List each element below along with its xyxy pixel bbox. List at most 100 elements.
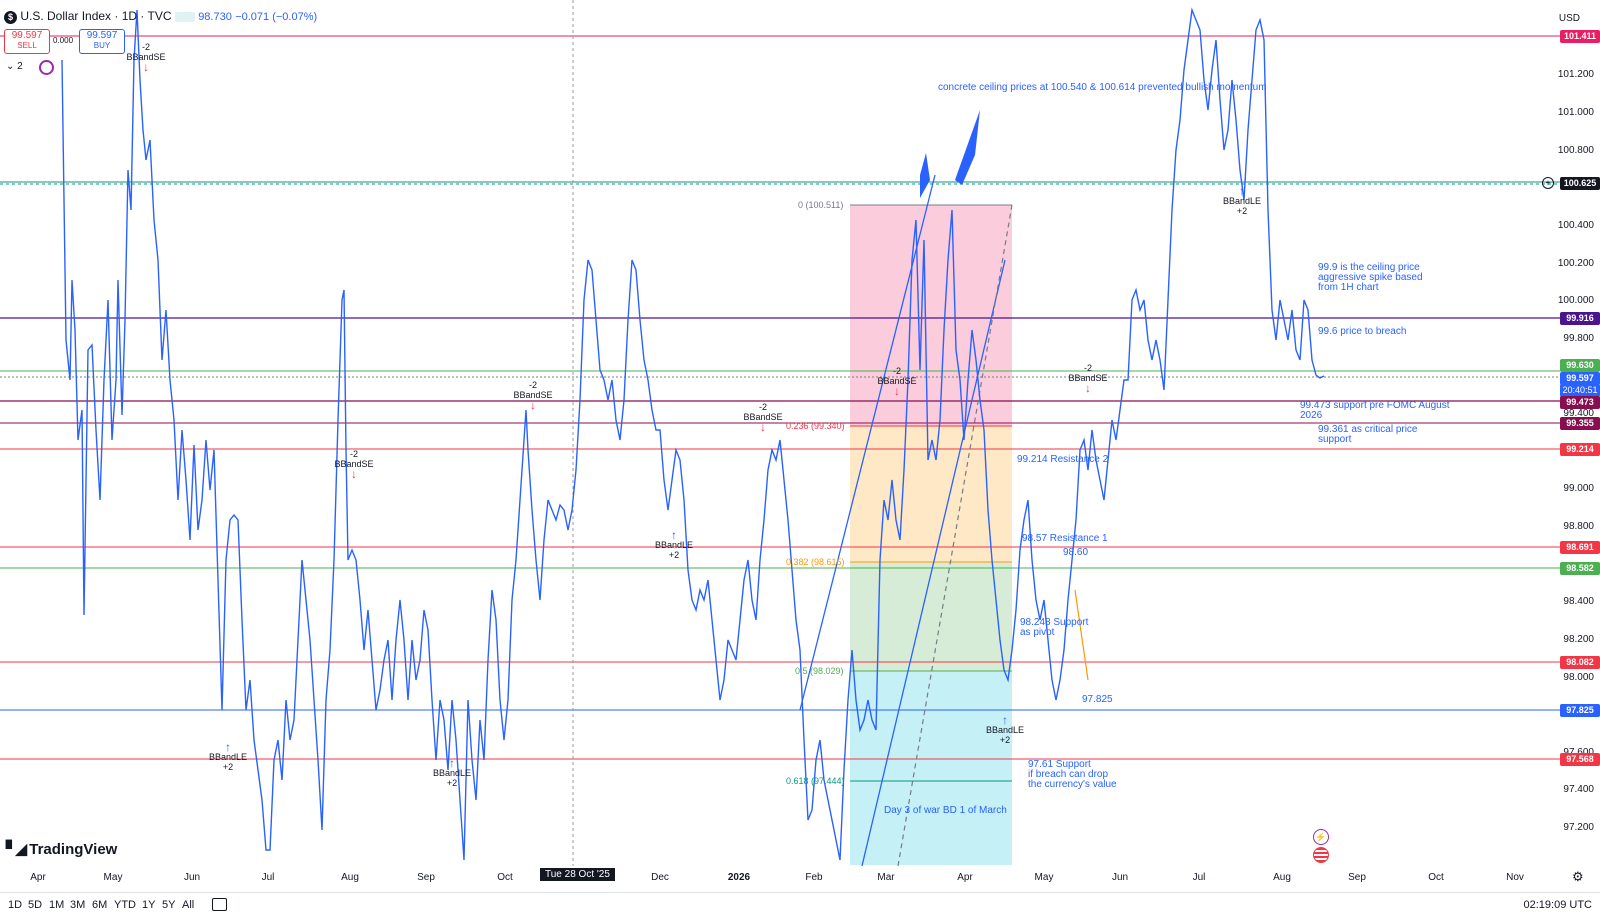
signal-bbandse: -2 BBandSE ↓ [126,42,166,74]
price-tag-98582[interactable]: 98.582 [1560,562,1600,575]
price-tag-99473[interactable]: 99.473 [1560,396,1600,409]
note-ceiling-price-1[interactable]: 99.9 is the ceiling price [1318,262,1420,273]
timeframe-1d[interactable]: 1D [8,899,23,911]
price-tag-101411[interactable]: 101.411 [1560,30,1600,43]
price-tag-97825[interactable]: 97.825 [1560,704,1600,717]
currency-label[interactable]: USD [1558,13,1580,24]
time-tick: Jul [261,872,275,883]
fib-label-236: 0.236 (99.340) [786,421,845,431]
note-support-pivot-1[interactable]: 98.248 Support [1020,617,1089,628]
signal-bbandse: -2 BBandSE ↓ [334,449,374,481]
signal-bbandse: -2 BBandSE ↓ [513,380,553,412]
note-support-fomc-2[interactable]: 2026 [1300,410,1323,421]
signal-bbandle: ↑ BBandLE +2 [432,756,472,788]
price-tag-97568[interactable]: 97.568 [1560,753,1600,766]
price-change: −0.071 (−0.07%) [235,11,318,23]
sell-label: SELL [17,41,37,50]
signal-bbandle: ↑ BBandLE +2 [654,528,694,560]
note-resistance-1[interactable]: 98.57 Resistance 1 [1022,533,1108,544]
down-arrow-icon: ↓ [143,60,149,74]
price-tag-99630[interactable]: 99.630 [1560,359,1600,372]
chevron-down-icon: ⌄ [6,61,15,72]
tv-logo-icon: ▘◢ [6,841,27,858]
indicators-toggle[interactable]: ⌄ 2 [6,61,23,72]
price-tick: 98.400 [1563,596,1594,607]
signal-bbandle: ↑ BBandLE +2 [1222,184,1262,216]
timeframe-5y[interactable]: 5Y [162,899,176,911]
symbol-title[interactable]: U.S. Dollar Index · 1D · TVC [20,9,172,23]
buy-label: BUY [93,41,111,50]
sync-icon[interactable] [39,60,54,75]
note-war[interactable]: Day 3 of war BD 1 of March [884,805,1007,816]
price-tag-99355[interactable]: 99.355 [1560,417,1600,430]
timeframe-1m[interactable]: 1M [49,899,65,911]
time-tick: 2026 [727,872,751,883]
note-9860[interactable]: 98.60 [1063,547,1089,558]
time-tick: Aug [1273,872,1291,883]
trendline-2 [861,259,1006,867]
up-arrow-icon: ↑ [1239,184,1245,198]
spread-value: 0.000 [53,36,74,45]
price-tick: 97.200 [1563,822,1594,833]
timeframe-6m[interactable]: 6M [92,899,108,911]
note-support-9761-3[interactable]: the currency's value [1028,779,1117,790]
date-range-calendar-icon[interactable] [212,898,227,911]
price-tick: 101.000 [1557,107,1594,118]
sell-button[interactable]: 99.597 SELL [4,29,50,54]
price-tag-99916[interactable]: 99.916 [1560,312,1600,325]
arrow-markers [920,110,980,198]
sell-price: 99.597 [11,30,43,41]
note-ceiling-price-2[interactable]: aggressive spike based [1318,272,1423,283]
note-support-9761-1[interactable]: 97.61 Support [1028,759,1091,770]
buy-price: 99.597 [86,30,118,41]
note-critical-1[interactable]: 99.361 as critical price [1318,424,1418,435]
lightning-icon[interactable]: ⚡ [1313,829,1329,845]
timeframe-1y[interactable]: 1Y [142,899,156,911]
down-arrow-marker-2 [955,110,980,185]
flag-icon[interactable] [1313,847,1329,863]
timeframe-all[interactable]: All [182,899,195,911]
tradingview-logo[interactable]: ▘◢ TradingView [6,840,117,858]
time-tick: Oct [1428,872,1444,883]
note-support-9761-2[interactable]: if breach can drop [1028,769,1109,780]
trendline-dashed [897,204,1013,867]
utc-clock[interactable]: 02:19:09 UTC [1523,899,1592,911]
horizontal-levels[interactable] [0,35,1560,760]
signal-bbandse: -2 BBandSE ↓ [1068,363,1108,395]
price-tick: 100.000 [1557,295,1594,306]
add-alert-icon[interactable]: + [1542,177,1554,189]
timeframe-3m[interactable]: 3M [70,899,86,911]
timeframe-ytd[interactable]: YTD [114,899,136,911]
note-breach[interactable]: 99.6 price to breach [1318,326,1407,337]
indicator-count: 2 [17,61,23,72]
price-tag-99214[interactable]: 99.214 [1560,443,1600,456]
time-tick: Dec [651,872,669,883]
buy-button[interactable]: 99.597 BUY [79,29,125,54]
symbol-header[interactable]: $ U.S. Dollar Index · 1D · TVC 98.730 −0… [4,9,317,24]
time-tick: Aug [341,872,359,883]
note-critical-2[interactable]: support [1318,434,1352,445]
price-tick: 98.000 [1563,672,1594,683]
fibonacci-retracement[interactable] [850,204,1012,865]
note-ceiling-price-3[interactable]: from 1H chart [1318,282,1379,293]
settings-gear-icon[interactable]: ⚙ [1572,869,1584,884]
current-price: 98.730 [198,11,232,23]
time-tick: Jul [1192,872,1206,883]
price-tag-98691[interactable]: 98.691 [1560,541,1600,554]
time-tick: May [1034,872,1054,883]
price-tag-99597[interactable]: 99.597 [1560,372,1600,385]
note-resistance-2[interactable]: 99.214 Resistance 2 [1017,454,1109,465]
time-tick: Feb [805,872,823,883]
price-tick: 100.400 [1557,220,1594,231]
bar-countdown: 20:40:51 [1560,384,1600,397]
price-tag-98082[interactable]: 98.082 [1560,656,1600,669]
price-tag-100625[interactable]: 100.625 [1560,177,1600,190]
note-ceiling[interactable]: concrete ceiling prices at 100.540 & 100… [938,82,1267,93]
time-tick: Mar [877,872,895,883]
note-support-fomc-1[interactable]: 99.473 support pre FOMC August [1300,400,1450,411]
signal-bbandse: -2 BBandSE ↓ [743,402,783,434]
timeframe-5d[interactable]: 5D [28,899,43,911]
note-support-pivot-2[interactable]: as pivot [1020,627,1055,638]
note-97825[interactable]: 97.825 [1082,694,1113,705]
